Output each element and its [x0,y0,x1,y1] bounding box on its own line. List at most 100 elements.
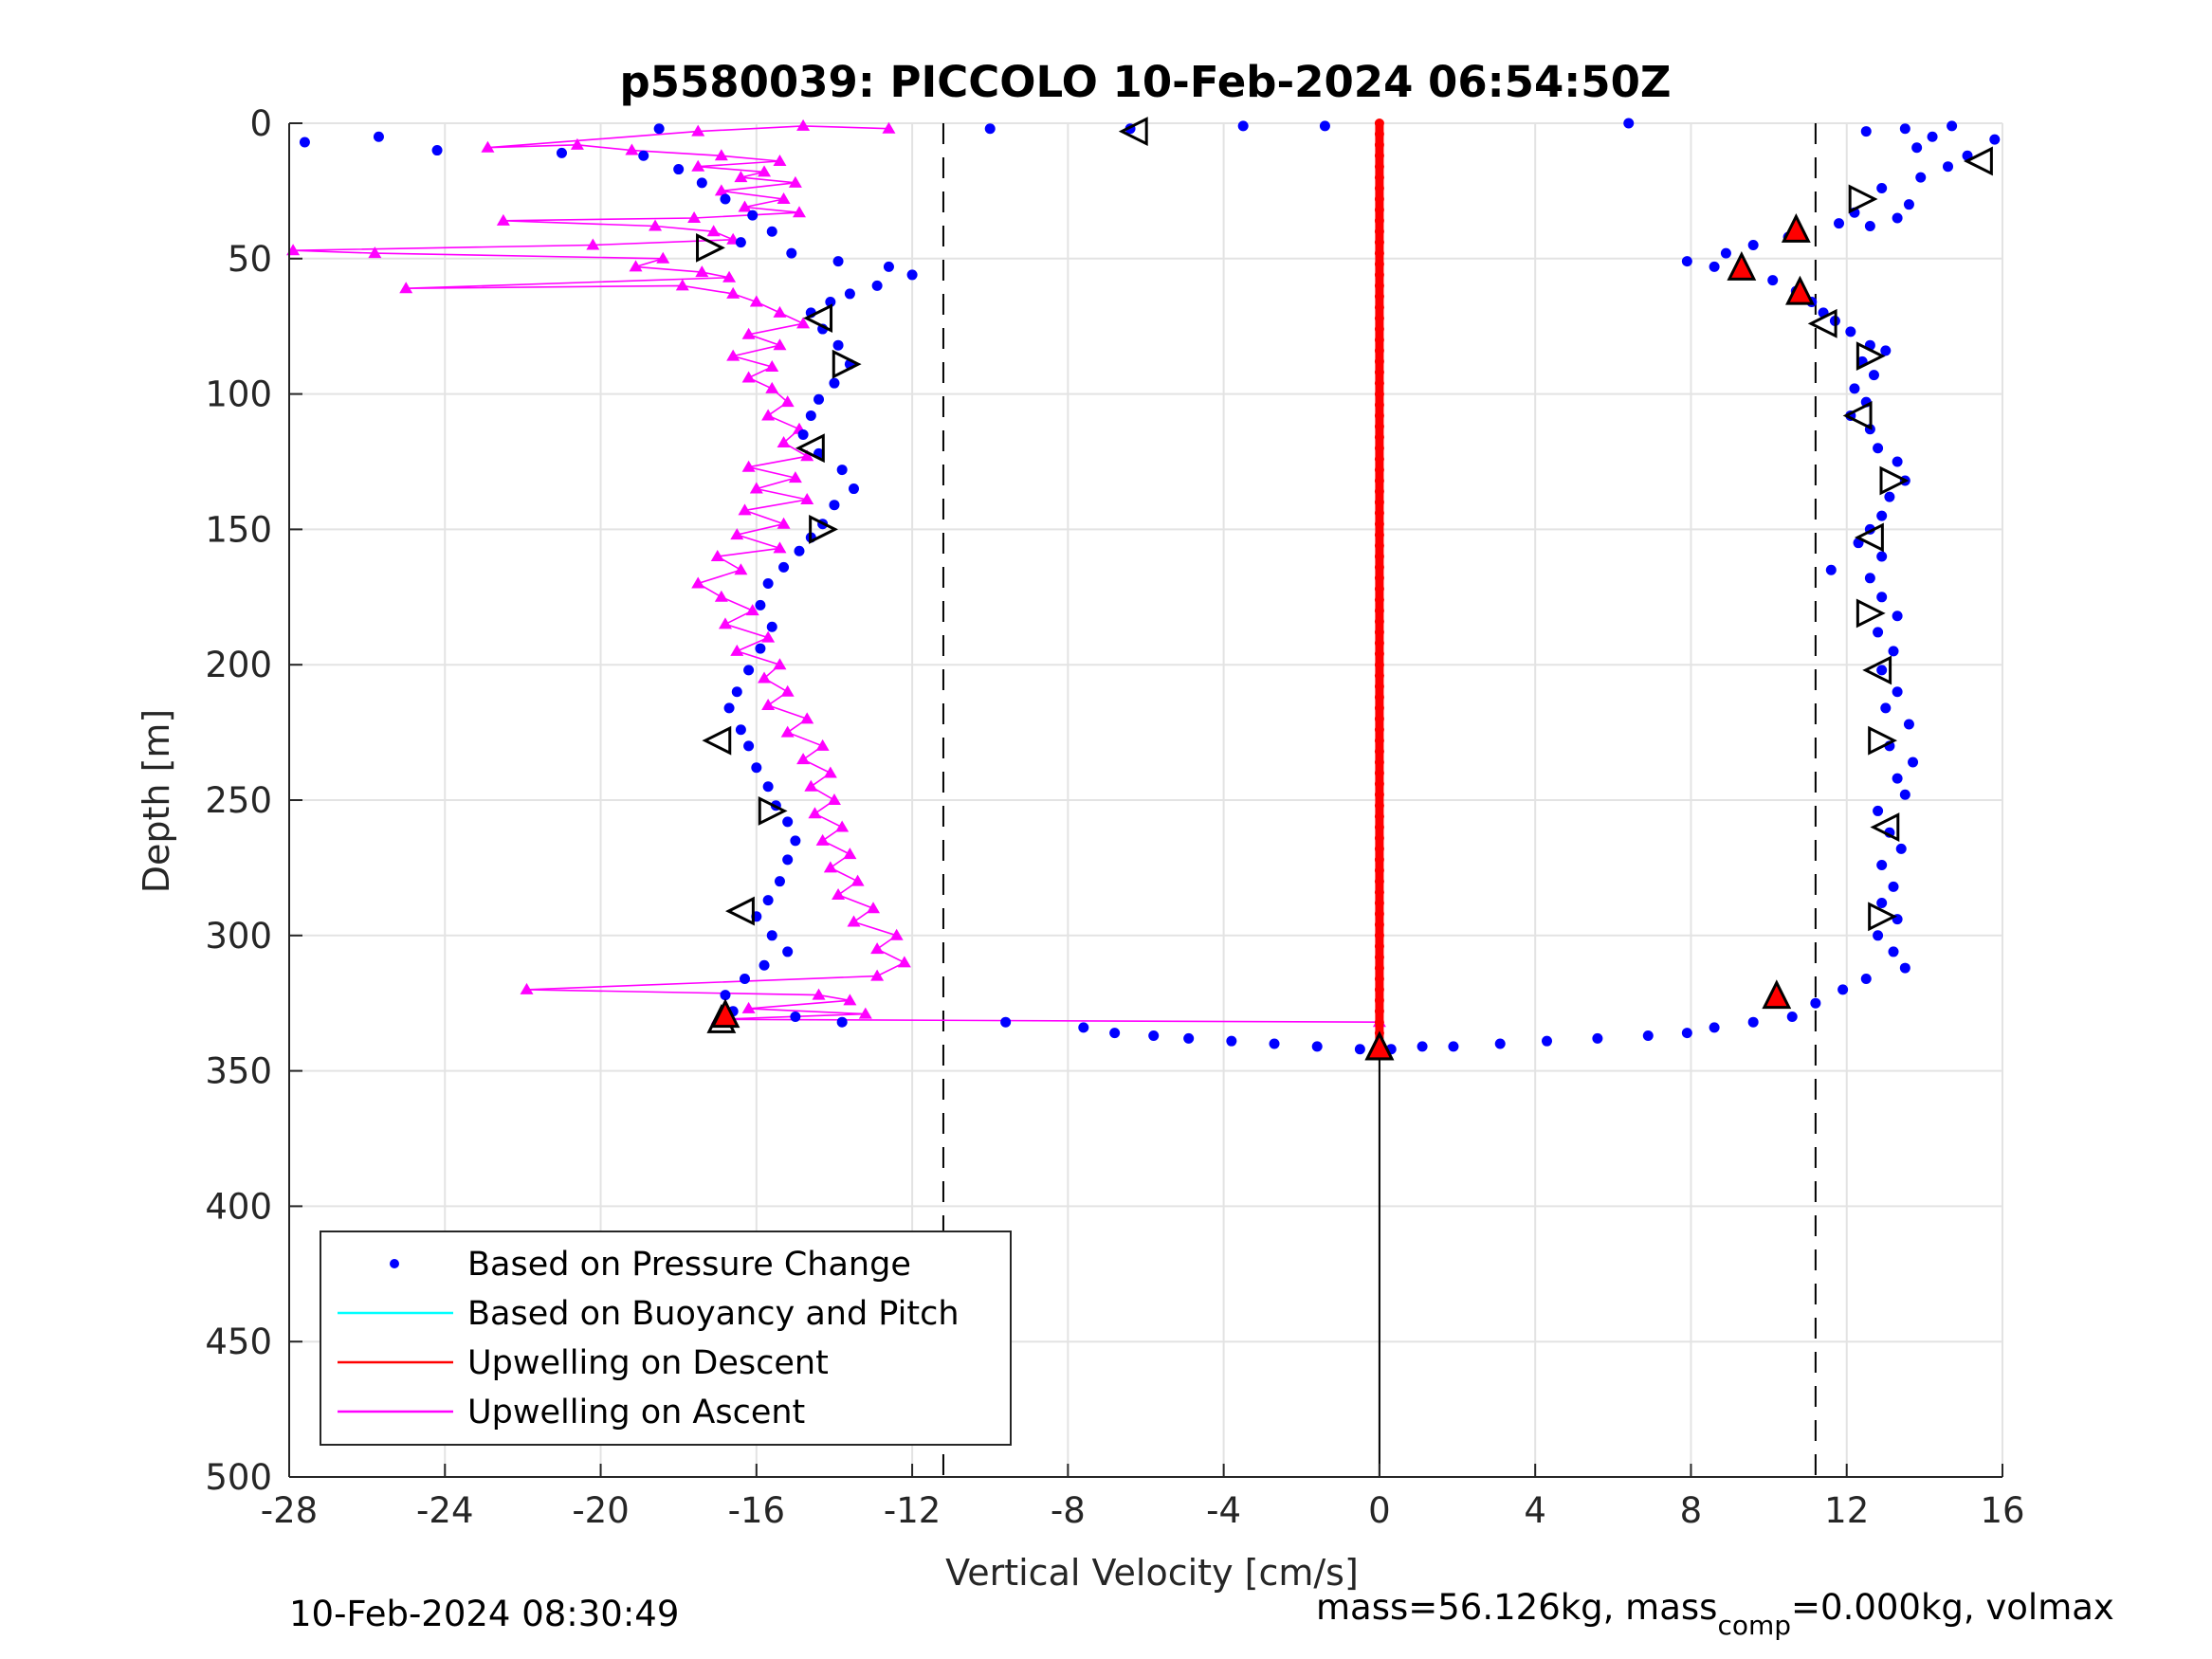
ascent-upwelling-point [843,994,857,1006]
descent-upwelling-point [1374,345,1384,356]
y-tick-label: 250 [205,780,272,821]
open-triangle-marker [803,303,833,334]
red-triangle-marker [710,998,740,1029]
pressure-change-point [786,247,797,259]
pressure-change-point [832,256,844,267]
pressure-change-point [1494,1038,1506,1049]
ascent-upwelling-point [726,286,740,299]
ascent-upwelling-point [741,460,756,472]
pressure-change-point [832,339,844,351]
ascent-upwelling-point [808,807,822,819]
pressure-change-point [1876,510,1888,521]
pressure-change-point [735,237,746,248]
ascent-upwelling-point [765,360,779,373]
ascent-upwelling-point [897,956,911,968]
descent-upwelling-point [1374,475,1384,485]
ascent-upwelling-point [780,395,795,408]
descent-upwelling-point [1374,193,1384,204]
pressure-change-point [1876,551,1888,562]
pressure-change-point [1417,1041,1428,1052]
pressure-change-point [653,123,665,135]
pressure-change-point [844,288,855,300]
pressure-change-point [1642,1030,1654,1041]
legend-entry-label: Based on Pressure Change [467,1246,911,1284]
ascent-upwelling-point [649,219,663,231]
pressure-change-point [1860,126,1872,137]
pressure-change-point [848,483,859,495]
open-triangle-marker [1118,117,1148,146]
y-tick-label: 400 [205,1186,272,1227]
descent-upwelling-point [1374,400,1384,410]
descent-upwelling-point [1374,898,1384,908]
ascent-upwelling-point [796,118,811,131]
y-tick-label: 300 [205,916,272,957]
ascent-upwelling-point [773,541,787,554]
pressure-change-point [984,123,996,135]
ascent-upwelling-point [730,528,744,540]
open-triangle-marker [1862,655,1892,685]
descent-upwelling-point [1374,302,1384,313]
pressure-change-point [814,393,825,405]
descent-upwelling-point [1374,335,1384,345]
open-triangle-marker [1848,184,1878,214]
pressure-change-point [766,930,777,941]
ascent-upwelling-point [656,251,670,264]
y-tick-label: 450 [205,1322,272,1362]
descent-upwelling-point [1374,118,1384,128]
x-tick-label: 12 [1824,1490,1869,1531]
ascent-upwelling-point [870,969,885,981]
descent-upwelling-point [1374,540,1384,551]
pressure-change-point [794,545,805,556]
descent-upwelling-point [1374,757,1384,768]
pressure-change-point [1834,218,1845,229]
pressure-change-point [1681,256,1692,267]
ascent-upwelling-point [625,143,639,155]
descent-upwelling-point [1374,974,1384,984]
descent-upwelling-point [1374,984,1384,994]
y-tick-label: 150 [205,509,272,550]
y-axis-label: Depth [m] [136,709,177,894]
pressure-change-point [1880,702,1892,714]
ascent-upwelling-point [761,630,776,643]
pressure-change-point [1786,1011,1798,1022]
open-triangle-marker [725,896,755,926]
red-triangle-marker [1364,1030,1395,1061]
pressure-change-point [755,599,766,611]
pressure-change-point [720,990,731,1001]
red-triangle-marker [1727,251,1757,281]
ascent-upwelling-point [496,213,510,226]
x-axis-label: Vertical Velocity [cm/s] [945,1552,1359,1594]
ascent-upwelling-point [738,200,752,212]
descent-upwelling-point [1374,594,1384,605]
pressure-change-point [673,164,685,175]
pressure-change-point [766,226,777,237]
ascent-upwelling-point [788,175,802,188]
legend-box [320,1231,1012,1446]
pressure-change-point [762,578,774,590]
descent-upwelling-point [1374,844,1384,854]
open-triangle-marker [795,433,825,464]
pressure-change-point [1908,757,1919,768]
x-tick-label: -16 [728,1490,785,1531]
descent-upwelling-point [1374,281,1384,291]
ascent-upwelling-point [773,338,787,351]
ascent-upwelling-point [812,988,826,1000]
pressure-change-point [1989,134,2001,145]
open-triangle-marker [1855,522,1884,553]
ascent-upwelling-point [889,928,904,940]
descent-upwelling-point [1374,930,1384,940]
ascent-upwelling-point [858,1007,872,1019]
pressure-change-point [1892,611,1903,622]
descent-upwelling-point [1374,356,1384,367]
ascent-upwelling-point [745,604,759,616]
descent-upwelling-point [1374,908,1384,919]
descent-upwelling-point [1374,389,1384,399]
descent-upwelling-point [1374,227,1384,237]
legend-swatch-dot [390,1259,399,1268]
descent-upwelling-point [1374,768,1384,778]
descent-upwelling-point [1374,1006,1384,1016]
descent-upwelling-point [1374,670,1384,681]
legend-entry-label: Based on Buoyancy and Pitch [467,1295,960,1333]
pressure-change-point [1947,120,1958,132]
descent-upwelling-point [1374,887,1384,898]
